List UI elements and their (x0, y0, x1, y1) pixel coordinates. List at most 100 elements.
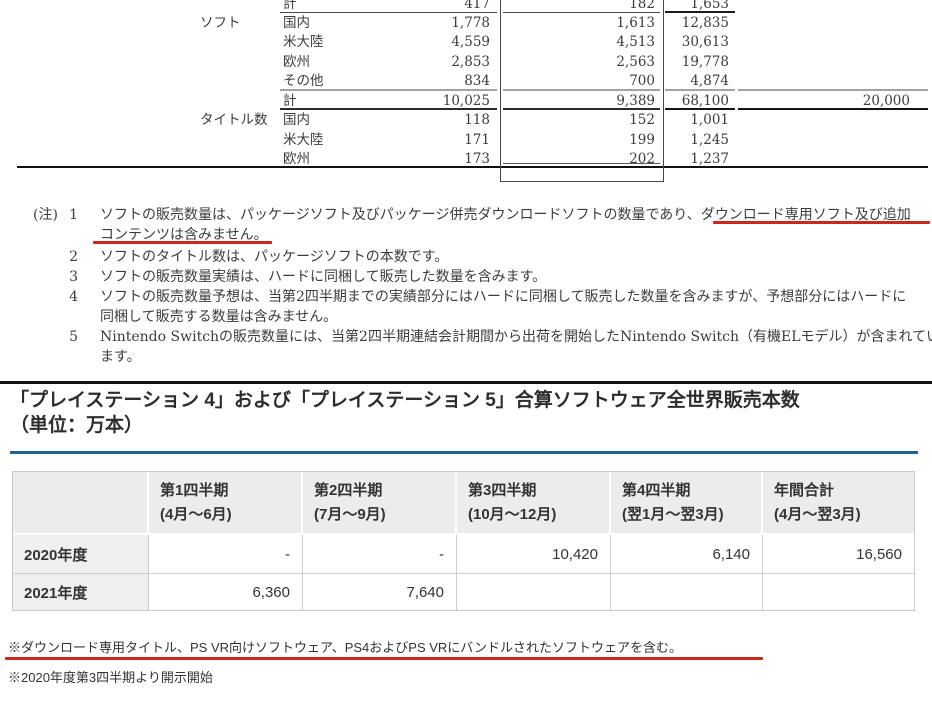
column-header-line1: 第4四半期 (622, 482, 691, 499)
note-number: 5 (69, 329, 78, 345)
note-text: ソフトのタイトル数は、パッケージソフトの本数です。 (100, 249, 449, 265)
table-row: 計 10,025 9,389 68,100 20,000 (0, 92, 932, 111)
column-header: 年間合計 (4月～翌3月) (763, 472, 914, 535)
note-line: 3 ソフトの販売数量実績は、ハードに同梱して販売した数量を含みます。 (0, 268, 932, 286)
column-header-line2: (4月～翌3月) (774, 506, 861, 523)
table-bottom-rule (17, 166, 928, 168)
table-rule (280, 89, 497, 91)
table-corner-cell (13, 472, 149, 535)
table-row: 米大陸 4,559 4,513 30,613 (0, 33, 932, 52)
row-header: 2021年度 (13, 573, 149, 610)
row-label: 米大陸 (283, 132, 324, 148)
table-rule (665, 89, 735, 91)
note-text: ます。 (100, 349, 141, 365)
note-text: 同梱して販売する数量は含みません。 (100, 309, 338, 325)
col2-value: 182 (629, 0, 655, 12)
table-rule (503, 89, 660, 91)
column-header-line1: 年間合計 (774, 482, 835, 499)
col1-value: 417 (464, 0, 490, 12)
row-label: 米大陸 (283, 34, 324, 50)
table-row: 計 417 182 1,653 (0, 0, 932, 14)
table-row: ソフト 国内 1,778 1,613 12,835 (0, 14, 932, 33)
title-rule (10, 451, 918, 454)
col1-value: 2,853 (451, 54, 490, 70)
col3-value: 4,874 (690, 73, 729, 89)
value-cell: 7,640 (303, 573, 457, 610)
red-underline (5, 657, 763, 660)
col1-value: 1,778 (451, 15, 490, 31)
col3-value: 12,835 (681, 15, 729, 31)
table-rule (280, 12, 497, 13)
value-cell: - (149, 535, 303, 573)
col2-value: 199 (629, 132, 655, 148)
note-text: Nintendo Switchの販売数量には、当第2四半期連結会計期間から出荷を… (100, 329, 932, 345)
nintendo-units-table: 計 417 182 1,653 ソフト 国内 1,778 1,613 12,83… (0, 0, 932, 190)
value-cell: 6,140 (611, 535, 763, 573)
ps-sales-table: 第1四半期 (4月～6月) 第2四半期 (7月～9月) 第3四半期 (10月～1… (12, 471, 915, 611)
col1-value: 10,025 (442, 93, 490, 109)
table-rule (500, 181, 664, 182)
value-cell: - (303, 535, 457, 573)
column-header-line2: (翌1月～翌3月) (622, 506, 724, 523)
col2-value: 700 (629, 73, 655, 89)
value-cell: 6,360 (149, 573, 303, 610)
section-label: ソフト (200, 15, 241, 31)
column-header-line1: 第2四半期 (314, 482, 383, 499)
column-header-line1: 第1四半期 (160, 482, 229, 499)
note-line: (注) 1 ソフトの販売数量は、パッケージソフト及びパッケージ併売ダウンロードソ… (0, 206, 932, 224)
table-rule (665, 11, 735, 13)
column-header: 第1四半期 (4月～6月) (149, 472, 303, 535)
column-header-line2: (4月～6月) (160, 506, 232, 523)
note-number: 1 (69, 207, 78, 223)
col1-value: 173 (464, 151, 490, 167)
col1-value: 171 (464, 132, 490, 148)
section-divider (0, 381, 932, 384)
row-label: 計 (283, 93, 297, 109)
ps-note: ※ダウンロード専用タイトル、PS VR向けソフトウェア、PS4およびPS VRに… (8, 640, 682, 655)
col1-value: 118 (464, 112, 490, 128)
row-header: 2020年度 (13, 535, 149, 573)
col1-value: 4,559 (451, 34, 490, 50)
col3-value: 19,778 (681, 54, 729, 70)
table-rule (503, 163, 660, 164)
row-label: 国内 (283, 15, 310, 31)
note-number: 2 (69, 249, 78, 265)
note-text: ソフトの販売数量は、パッケージソフト及びパッケージ併売ダウンロードソフトの数量で… (100, 207, 911, 223)
col2-value: 4,513 (616, 34, 655, 50)
ps-note: ※2020年度第3四半期より開示開始 (8, 670, 213, 685)
column-header: 第3四半期 (10月～12月) (457, 472, 611, 535)
value-cell: 16,560 (856, 545, 902, 563)
col2-value: 152 (629, 112, 655, 128)
table-row: タイトル数 国内 118 152 1,001 (0, 111, 932, 130)
col3-value: 68,100 (681, 93, 729, 109)
ps-section-title: 「プレイステーション 4」および「プレイステーション 5」合算ソフトウェア全世界… (10, 390, 800, 411)
table-row: 米大陸 171 199 1,245 (0, 131, 932, 150)
table-column-border (663, 0, 664, 182)
note-number: 4 (69, 289, 78, 305)
table-rule (503, 108, 660, 110)
col3-value: 1,653 (690, 0, 729, 12)
col2-value: 2,563 (616, 54, 655, 70)
col3-value: 1,001 (690, 112, 729, 128)
table-rule (665, 108, 735, 110)
note-line: 2 ソフトのタイトル数は、パッケージソフトの本数です。 (0, 248, 932, 266)
col3-value: 1,237 (690, 151, 729, 167)
note-line: 4 ソフトの販売数量予想は、当第2四半期までの実績部分にはハードに同梱して販売し… (0, 288, 932, 306)
table-row: その他 834 700 4,874 (0, 72, 932, 91)
value-cell (457, 573, 611, 610)
col3-value: 30,613 (681, 34, 729, 50)
row-label: 国内 (283, 112, 310, 128)
col3-value: 1,245 (690, 132, 729, 148)
note-text: コンテンツは含みません。 (100, 227, 268, 243)
table-rule (738, 89, 928, 91)
red-underline (713, 221, 930, 224)
note-marker: (注) (33, 207, 58, 223)
col2-value: 1,613 (616, 15, 655, 31)
column-header-line2: (7月～9月) (314, 506, 386, 523)
section-label: タイトル数 (200, 112, 268, 128)
note-line: 同梱して販売する数量は含みません。 (0, 308, 932, 326)
table-column-border (500, 0, 501, 182)
column-header-line1: 第3四半期 (468, 482, 537, 499)
column-header-line2: (10月～12月) (468, 506, 557, 523)
column-header: 第2四半期 (7月～9月) (303, 472, 457, 535)
